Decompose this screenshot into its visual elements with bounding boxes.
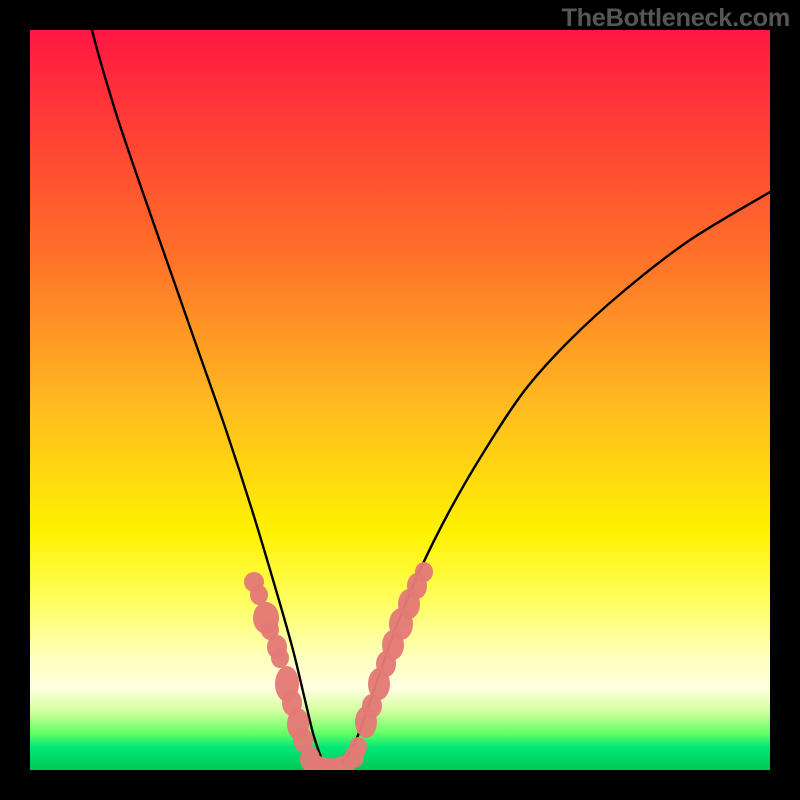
chart-frame: TheBottleneck.com — [0, 0, 800, 800]
data-marker — [250, 585, 268, 605]
watermark-text: TheBottleneck.com — [561, 4, 790, 33]
data-marker — [349, 737, 367, 757]
gradient-background — [30, 30, 770, 770]
data-marker — [415, 562, 433, 582]
bottleneck-plot — [0, 0, 800, 800]
data-marker — [271, 648, 289, 668]
